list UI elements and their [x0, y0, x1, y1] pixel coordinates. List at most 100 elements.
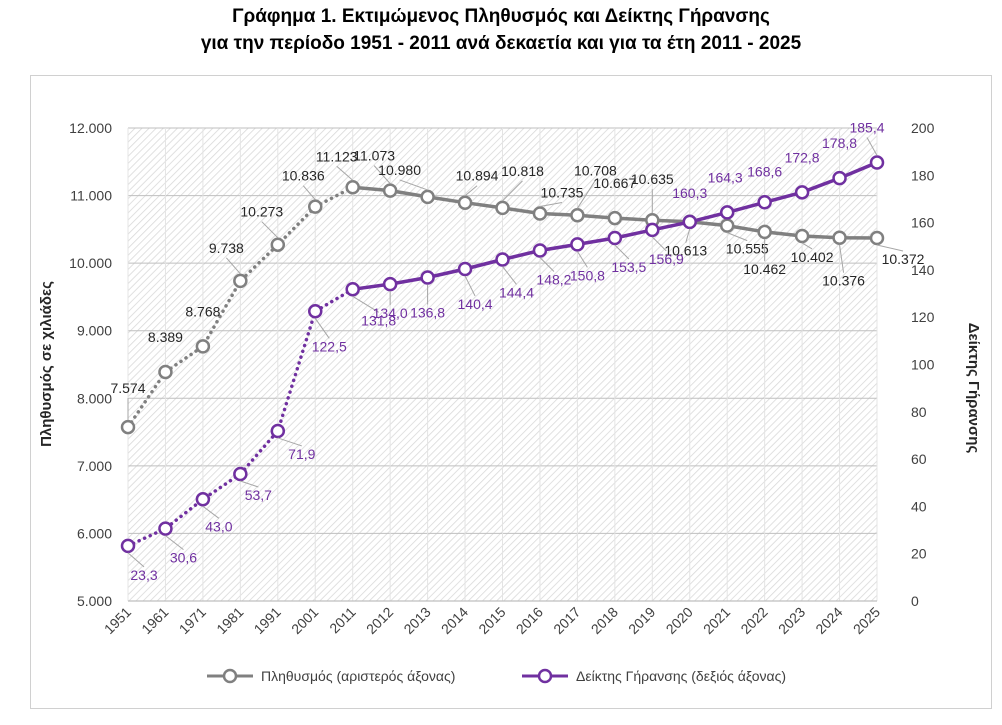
series-0-data-label: 10.613 [664, 243, 707, 259]
x-tick-label: 2021 [700, 604, 733, 637]
y-right-tick-label: 160 [911, 215, 935, 231]
y-right-tick-label: 40 [911, 498, 927, 514]
series-1-point[interactable] [570, 237, 585, 252]
leader-line [277, 437, 302, 447]
chart-frame: 5.000 6.000 7.000 8.000 9.000 10.000 11.000 12.… [30, 75, 992, 709]
series-1-data-label: 53,7 [245, 487, 272, 503]
legend-item-population[interactable]: Πληθυσμός (αριστερός άξονας) [207, 668, 455, 684]
series-1-data-label: 23,3 [130, 567, 157, 583]
series-1-point[interactable] [457, 261, 473, 277]
y-right-tick-label: 120 [911, 309, 935, 325]
x-tick-label: 2013 [400, 604, 433, 637]
series-1-point[interactable] [120, 538, 136, 554]
y-axis-right: 0 20 40 60 80 100 120 140 160 180 200 [911, 120, 935, 609]
x-tick-label: 1981 [213, 604, 246, 637]
series-0-point[interactable] [345, 180, 360, 195]
series-0-point[interactable] [757, 224, 772, 240]
y-right-tick-label: 100 [911, 357, 935, 373]
x-tick-label: 2018 [588, 604, 621, 637]
leader-line [464, 185, 478, 197]
x-tick-label: 2011 [326, 604, 359, 637]
series-0-point[interactable] [719, 218, 735, 233]
series-1-data-label: 150,8 [570, 267, 605, 283]
series-1-point[interactable] [869, 155, 885, 170]
series-0-point[interactable] [233, 273, 248, 289]
series-0-data-label: 8.389 [148, 329, 183, 345]
series-0-point[interactable] [869, 230, 885, 246]
series-0-point[interactable] [832, 230, 847, 245]
series-0-point[interactable] [532, 206, 548, 221]
series-1-data-label: 156,9 [649, 251, 684, 267]
series-1-data-label: 178,8 [822, 135, 857, 151]
chart-title-line-1: Γράφημα 1. Εκτιμώμενος Πληθυσμός και Δεί… [232, 6, 770, 27]
legend-marker-aging-index [537, 668, 553, 684]
leader-line [614, 244, 630, 260]
series-1-point[interactable] [532, 243, 548, 258]
series-1-point[interactable] [757, 195, 772, 210]
leader-line [399, 179, 428, 191]
series-1-point[interactable] [832, 170, 847, 186]
series-0-point[interactable] [308, 199, 323, 214]
y-right-tick-label: 80 [911, 404, 927, 420]
legend-item-aging-index[interactable]: Δείκτης Γήρανσης (δεξιός άξονας) [522, 668, 786, 684]
series-0-point[interactable] [120, 419, 136, 435]
series-0-point[interactable] [794, 228, 810, 244]
y-left-tick-label: 8.000 [77, 390, 112, 406]
leader-line [302, 185, 316, 200]
x-tick-label: 1991 [251, 604, 284, 637]
series-1-point[interactable] [270, 423, 286, 439]
series-1-point[interactable] [233, 466, 248, 482]
series-1-data-label: 148,2 [536, 272, 571, 288]
series-0-point[interactable] [495, 200, 510, 216]
series-0-data-label: 10.708 [574, 162, 617, 178]
series-1-point[interactable] [645, 222, 660, 238]
line-chart: 5.000 6.000 7.000 8.000 9.000 10.000 11.000 12.… [38, 120, 982, 684]
series-1-data-label: 136,8 [410, 304, 445, 320]
series-1-point[interactable] [495, 252, 510, 267]
series-1-point[interactable] [382, 276, 398, 292]
series-1-point[interactable] [308, 304, 323, 319]
series-0-point[interactable] [158, 364, 173, 380]
leader-line [651, 236, 667, 252]
series-1-point[interactable] [195, 492, 211, 507]
series-0-data-label: 10.462 [743, 261, 786, 277]
series-1-point[interactable] [158, 521, 173, 536]
series-1-point[interactable] [420, 270, 435, 285]
series-1-data-label: 168,6 [747, 163, 782, 179]
series-1-data-label: 122,5 [312, 338, 347, 354]
x-tick-label: 1971 [176, 604, 209, 637]
leader-line [866, 137, 878, 156]
series-1-point[interactable] [345, 282, 360, 297]
x-tick-label: 2015 [475, 604, 508, 637]
leader-line [127, 552, 145, 568]
legend-label-population: Πληθυσμός (αριστερός άξονας) [261, 668, 455, 684]
y-axis-left: 5.000 6.000 7.000 8.000 9.000 10.000 11.000 12.… [69, 120, 112, 609]
series-1-point[interactable] [794, 185, 810, 200]
series-0-point[interactable] [420, 189, 435, 205]
legend: Πληθυσμός (αριστερός άξονας) Δείκτης Γήρ… [207, 668, 786, 684]
series-0-point[interactable] [457, 195, 473, 210]
x-tick-label: 1961 [138, 604, 171, 637]
series-0-data-label: 10.376 [822, 273, 865, 289]
series-1-point[interactable] [682, 214, 697, 230]
series-0-point[interactable] [270, 237, 286, 252]
legend-label-aging-index: Δείκτης Γήρανσης (δεξιός άξονας) [576, 668, 786, 684]
series-0-data-label: 10.555 [726, 241, 769, 257]
series-1-point[interactable] [607, 230, 623, 246]
series-0-point[interactable] [570, 208, 585, 223]
y-right-tick-label: 20 [911, 546, 927, 562]
series-0-point[interactable] [607, 210, 623, 226]
x-tick-label: 2019 [625, 604, 658, 637]
series-0-data-label: 10.980 [378, 162, 421, 178]
series-0-point[interactable] [195, 339, 211, 354]
leader-line [727, 232, 748, 242]
leader-line [225, 257, 241, 275]
series-0-data-label: 10.667 [593, 175, 636, 191]
series-1-data-label: 71,9 [288, 446, 315, 462]
leader-line [539, 201, 563, 207]
series-0-point[interactable] [382, 183, 398, 198]
series-0-data-label: 10.818 [501, 163, 544, 179]
x-tick-label: 2022 [737, 604, 770, 637]
series-1-point[interactable] [719, 205, 735, 220]
